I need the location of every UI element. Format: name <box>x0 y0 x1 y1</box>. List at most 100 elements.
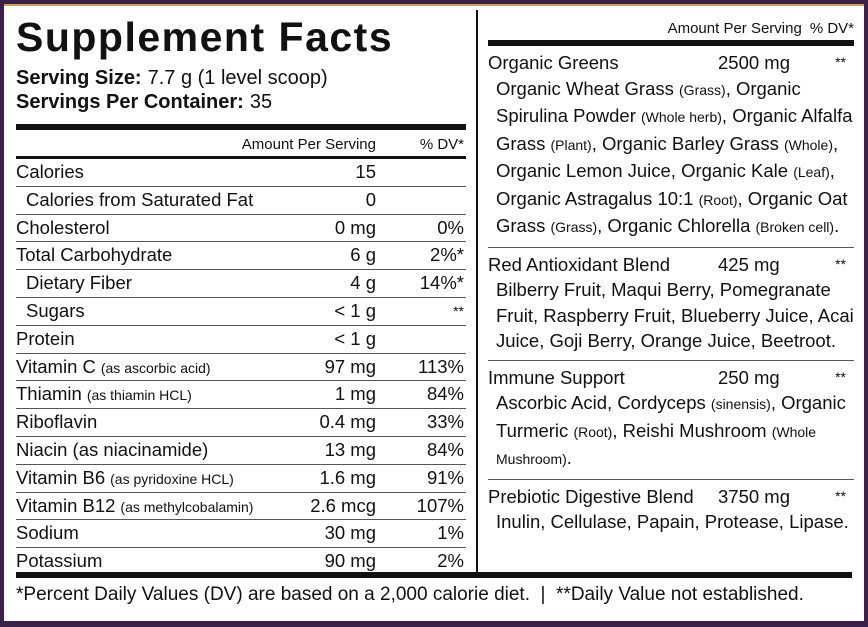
nutrient-name: Cholesterol <box>16 216 110 238</box>
ingredients: Organic Wheat Grass (Grass), Organic Spi… <box>488 76 854 241</box>
ingredient-text: , Organic Turmeric <box>496 392 846 441</box>
ingredients: Inulin, Cellulase, Papain, Protease, Lip… <box>488 509 854 535</box>
blend-header: Red Antioxidant Blend 425 mg ** <box>488 252 854 278</box>
amount-header: Amount Per Serving <box>667 20 802 37</box>
blends: Organic Greens 2500 mg ** Organic Wheat Gra… <box>488 46 854 541</box>
amount: 13 mg <box>324 438 376 460</box>
ingredient-text: (Whole) <box>783 136 833 153</box>
nutrient-row: Protein < 1 g <box>16 326 466 354</box>
nutrient-row: Vitamin B12 (as methylcobalamin) 2.6 mcg 10… <box>16 493 466 521</box>
nutrient-name: Calories <box>16 161 84 182</box>
amount: 1 mg <box>334 383 376 405</box>
column-header: Amount Per Serving % DV* <box>488 14 854 46</box>
daily-value: 2% <box>437 550 464 572</box>
amount: 97 mg <box>324 355 376 377</box>
nutrient-cell: Sodium <box>16 520 79 546</box>
nutrient-name: Total Carbohydrate <box>16 244 173 266</box>
ingredient-text: (Grass) <box>550 219 598 235</box>
nutrient-note: (as pyridoxine HCL) <box>110 470 234 487</box>
nutrient-row: Vitamin C (as ascorbic acid) 97 mg 113% <box>16 354 466 382</box>
servings-value: 35 <box>249 91 273 113</box>
ingredient-text: , Organic Astragalus 10:1 <box>496 160 835 209</box>
nutrient-row: Calories 15 <box>16 159 466 187</box>
daily-value: 84% <box>426 383 464 405</box>
amount: 30 mg <box>324 522 376 544</box>
nutrient-cell: Cholesterol <box>16 215 110 241</box>
blend-amount: 3750 mg <box>718 485 790 507</box>
nutrient-cell: Total Carbohydrate <box>16 242 172 268</box>
nutrient-note: (as methylcobalamin) <box>120 498 254 515</box>
ingredient-text: (Whole herb) <box>641 109 722 125</box>
ingredients: Bilberry Fruit, Maqui Berry, Pomegranate… <box>488 277 854 354</box>
nutrient-row: Total Carbohydrate 6 g 2%* <box>16 242 466 271</box>
nutrient-cell: Vitamin B6 (as pyridoxine HCL) <box>16 465 234 492</box>
ingredient-text: Bilberry Fruit, Maqui Berry, Pomegranate… <box>496 279 854 351</box>
daily-value: 0% <box>437 216 464 238</box>
ingredient-text: , Organic Chlorella <box>597 215 756 236</box>
nutrient-name: Riboflavin <box>16 411 98 433</box>
blend: Immune Support 250 mg ** Ascorbic Acid, Cor… <box>488 361 854 480</box>
nutrient-row: Calories from Saturated Fat 0 <box>16 187 466 215</box>
daily-value: 1% <box>437 522 464 544</box>
blend-amount: 425 mg <box>718 253 780 275</box>
amount: < 1 g <box>334 299 376 321</box>
nutrient-row: Riboflavin 0.4 mg 33% <box>16 409 466 437</box>
ingredient-text: , Organic Lemon Juice, Organic Kale <box>496 132 839 182</box>
nutrient-row: Sugars < 1 g ** <box>16 298 466 326</box>
blend-name: Organic Greens <box>488 52 619 73</box>
blend-dv: ** <box>835 487 846 504</box>
amount: 15 <box>355 161 376 182</box>
nutrient-cell: Calories from Saturated Fat <box>26 187 253 213</box>
blend-header: Organic Greens 2500 mg ** <box>488 50 854 76</box>
ingredient-text: , Organic Alfalfa Grass <box>496 105 853 154</box>
ingredient-text: (Grass) <box>679 81 726 98</box>
servings-label: Servings Per Container: <box>16 91 244 113</box>
blend-amount: 2500 mg <box>718 52 790 73</box>
nutrient-cell: Sugars <box>26 298 85 324</box>
nutrient-cell: Potassium <box>16 548 102 574</box>
ingredient-text: Organic Wheat Grass <box>496 77 680 99</box>
nutrient-cell: Vitamin C (as ascorbic acid) <box>16 354 211 381</box>
blend: Red Antioxidant Blend 425 mg ** Bilberry Fr… <box>488 248 854 361</box>
nutrient-name: Niacin (as niacinamide) <box>16 438 209 460</box>
ingredients: Ascorbic Acid, Cordyceps (sinensis), Org… <box>488 390 854 473</box>
daily-value: 113% <box>418 355 464 377</box>
right-panel: Amount Per Serving % DV* Organic Greens 25… <box>488 14 854 541</box>
daily-value: 14%* <box>419 272 464 294</box>
serving-size: Serving Size: 7.7 g (1 level scoop) <box>16 66 466 90</box>
blend: Organic Greens 2500 mg ** Organic Wheat Gra… <box>488 46 854 248</box>
blend: Prebiotic Digestive Blend 3750 mg ** Inulin… <box>488 480 854 541</box>
nutrient-cell: Calories <box>16 159 84 185</box>
amount: 1.6 mg <box>319 466 376 488</box>
daily-value: 107% <box>416 494 464 516</box>
blend-header: Prebiotic Digestive Blend 3750 mg ** <box>488 484 854 510</box>
nutrient-row: Niacin (as niacinamide) 13 mg 84% <box>16 437 466 465</box>
nutrient-row: Cholesterol 0 mg 0% <box>16 215 466 243</box>
nutrient-cell: Vitamin B12 (as methylcobalamin) <box>16 493 253 520</box>
ingredient-text: , Organic Barley Grass <box>591 132 784 154</box>
title: Supplement Facts <box>16 14 394 60</box>
divider <box>476 10 478 576</box>
nutrient-rows: Calories 15 Calories from Saturated Fat 0 Ch… <box>16 159 466 575</box>
ingredient-text: Ascorbic Acid, Cordyceps <box>496 392 711 413</box>
amount: 2.6 mcg <box>310 494 376 516</box>
nutrient-note: (as thiamin HCL) <box>86 387 192 404</box>
serving-size-value: 7.7 g (1 level scoop) <box>147 67 328 89</box>
nutrient-cell: Niacin (as niacinamide) <box>16 437 208 463</box>
amount: 0 mg <box>334 216 376 238</box>
amount: 90 mg <box>324 550 376 572</box>
blend-dv: ** <box>835 54 846 70</box>
ingredient-text: . <box>834 215 840 236</box>
nutrient-row: Potassium 90 mg 2% <box>16 548 466 575</box>
ingredient-text: (Leaf) <box>793 164 830 180</box>
daily-value: 2%* <box>430 244 464 266</box>
nutrient-name: Potassium <box>16 550 103 572</box>
dv-header: % DV* <box>419 136 464 153</box>
amount: 4 g <box>350 272 376 294</box>
ingredient-text: (sinensis) <box>710 396 771 412</box>
nutrient-cell: Thiamin (as thiamin HCL) <box>16 381 192 408</box>
left-panel: Supplement Facts Serving Size: 7.7 g (1 l… <box>16 14 466 575</box>
nutrient-name: Dietary Fiber <box>26 272 132 294</box>
supplement-label: Supplement Facts Serving Size: 7.7 g (1 l… <box>4 4 864 621</box>
